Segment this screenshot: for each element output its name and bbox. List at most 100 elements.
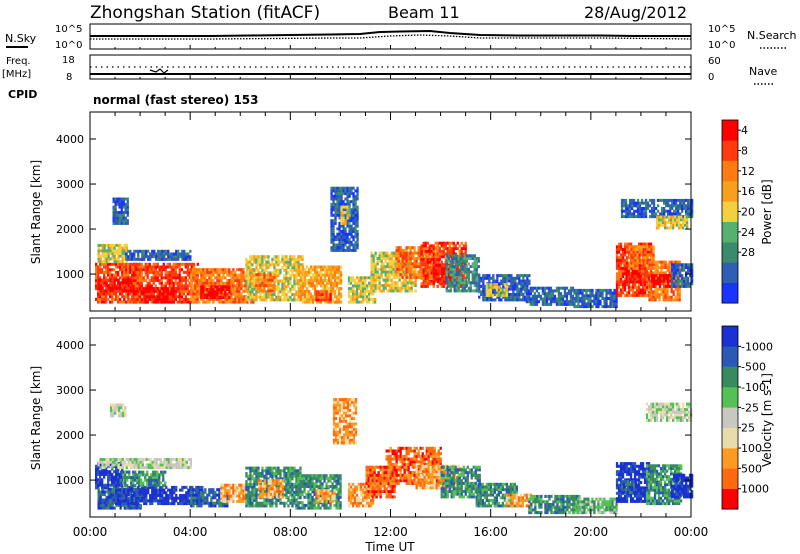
data-cell: [434, 279, 437, 283]
data-cell: [526, 274, 529, 278]
data-cell: [132, 287, 135, 291]
data-cell: [617, 285, 621, 289]
data-cell: [323, 284, 327, 288]
data-cell: [178, 265, 181, 269]
data-cell: [121, 265, 124, 269]
data-cell: [352, 248, 355, 252]
data-cell: [249, 271, 252, 275]
data-cell: [342, 200, 345, 204]
data-cell: [330, 192, 333, 196]
data-cell: [103, 257, 106, 261]
data-cell: [475, 281, 478, 285]
data-cell: [105, 281, 108, 285]
data-cell: [194, 289, 197, 293]
data-cell: [234, 279, 237, 282]
data-cell: [508, 284, 511, 288]
data-cell: [196, 273, 199, 277]
data-cell: [117, 243, 120, 247]
data-cell: [473, 265, 476, 269]
data-cell: [114, 208, 117, 212]
data-cell: [138, 297, 141, 301]
data-cell: [319, 276, 323, 280]
data-cell: [202, 288, 205, 291]
data-cell: [336, 186, 339, 190]
data-cell: [648, 248, 651, 251]
data-cell: [178, 276, 181, 280]
data-cell: [97, 260, 100, 264]
data-cell: [557, 286, 561, 290]
data-cell: [214, 287, 217, 291]
data-cell: [255, 286, 258, 290]
data-cell: [494, 287, 497, 291]
data-cell: [424, 276, 427, 280]
data-cell: [469, 284, 472, 287]
data-cell: [359, 281, 363, 285]
data-cell: [99, 260, 102, 264]
data-cell: [628, 248, 631, 251]
data-cell: [95, 270, 98, 274]
data-cell: [650, 260, 653, 264]
data-cell: [141, 249, 144, 253]
data-cell: [336, 197, 339, 201]
data-cell: [510, 284, 513, 288]
data-cell: [127, 276, 130, 280]
data-cell: [395, 251, 398, 255]
data-cell: [625, 275, 628, 278]
data-cell: [240, 279, 243, 282]
data-cell: [401, 257, 404, 260]
data-cell: [465, 254, 468, 258]
data-cell: [613, 299, 616, 303]
data-cell: [121, 262, 124, 266]
data-cell: [461, 265, 464, 269]
data-cell: [623, 272, 626, 276]
data-cell: [194, 287, 197, 291]
data-cell: [478, 282, 481, 286]
data-cell: [253, 255, 256, 259]
data-cell: [271, 274, 274, 278]
data-cell: [307, 292, 311, 296]
data-cell: [406, 286, 409, 290]
data-cell: [529, 300, 532, 304]
data-cell: [446, 247, 449, 251]
data-cell: [190, 284, 193, 288]
data-cell: [459, 281, 462, 285]
data-cell: [305, 265, 309, 269]
data-cell: [307, 295, 311, 299]
data-cell: [340, 240, 343, 244]
data-cell: [335, 281, 339, 285]
data-cell: [271, 293, 274, 296]
data-cell: [245, 263, 248, 267]
data-cell: [430, 271, 433, 275]
data-cell: [362, 292, 365, 296]
data-cell: [265, 295, 268, 299]
data-cell: [630, 261, 633, 265]
data-cell: [525, 286, 528, 290]
data-cell: [644, 250, 647, 254]
data-cell: [156, 265, 159, 269]
data-cell: [99, 289, 102, 293]
data-cell: [119, 252, 122, 255]
data-cell: [226, 288, 229, 291]
data-cell: [301, 284, 305, 288]
data-cell: [508, 279, 511, 283]
data-cell: [166, 270, 169, 274]
data-cell: [273, 284, 276, 287]
data-cell: [386, 251, 389, 255]
data-cell: [450, 249, 453, 253]
data-cell: [121, 260, 124, 264]
data-cell: [344, 208, 347, 212]
data-cell: [342, 189, 345, 193]
data-cell: [573, 302, 576, 306]
data-cell: [182, 292, 185, 296]
data-cell: [408, 289, 411, 293]
data-cell: [263, 275, 266, 279]
data-cell: [396, 284, 399, 287]
data-cell: [344, 202, 347, 206]
data-cell: [382, 267, 385, 271]
data-cell: [664, 266, 667, 269]
data-cell: [650, 290, 653, 294]
data-cell: [549, 286, 553, 290]
data-cell: [372, 284, 375, 287]
data-cell: [230, 284, 233, 288]
data-cell: [251, 271, 254, 275]
